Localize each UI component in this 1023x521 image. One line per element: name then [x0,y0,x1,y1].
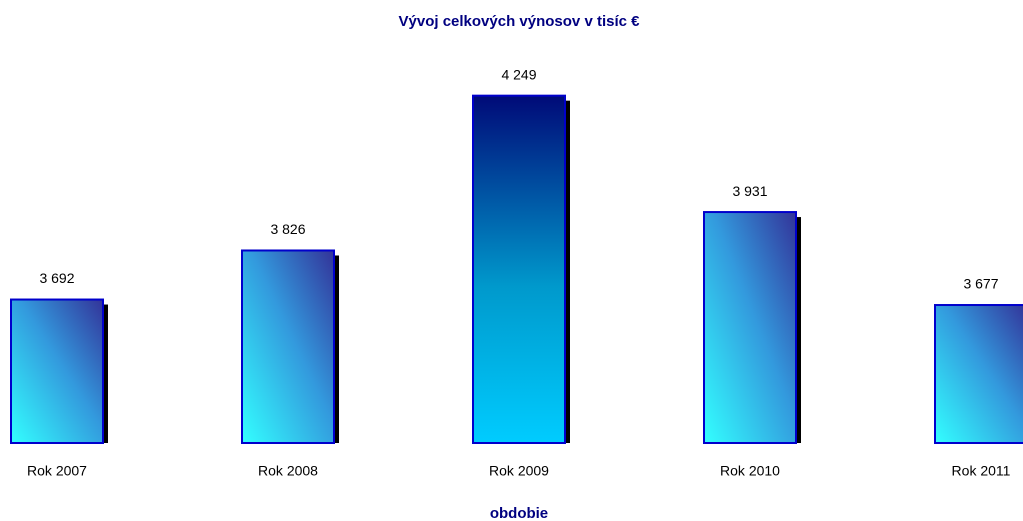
bar [472,94,566,445]
bar [703,211,797,444]
x-tick-label: Rok 2010 [720,463,780,479]
x-tick-label: Rok 2008 [258,463,318,479]
value-label: 3 692 [39,270,74,286]
value-label: 3 826 [270,221,305,237]
bar [241,249,335,444]
x-axis-label: obdobie [490,505,548,521]
chart-title: Vývoj celkových výnosov v tisíc € [399,13,641,30]
value-label: 3 931 [732,183,767,199]
x-tick-label: Rok 2009 [489,463,549,479]
value-label: 3 677 [963,276,998,292]
bar [934,304,1023,444]
x-tick-label: Rok 2007 [27,463,87,479]
value-label: 4 249 [501,66,536,82]
x-tick-label: Rok 2011 [952,463,1011,479]
bar [10,298,104,445]
